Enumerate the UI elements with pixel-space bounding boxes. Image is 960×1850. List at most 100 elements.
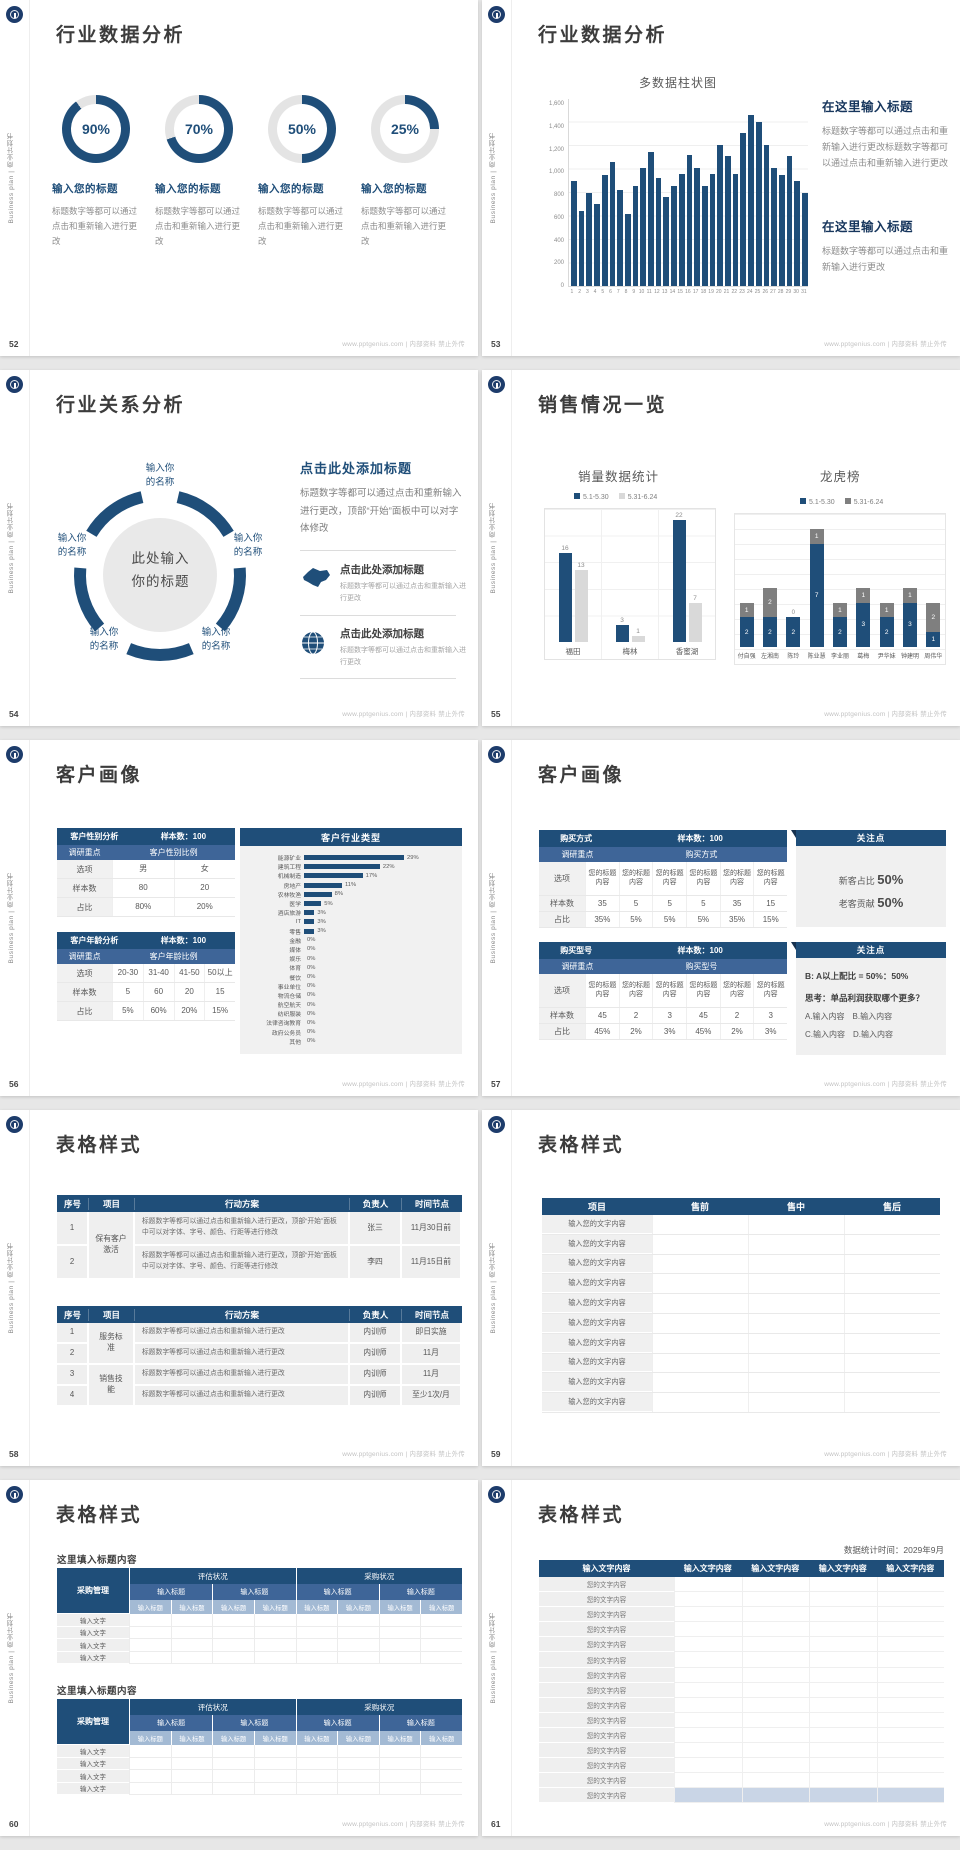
empty-cell [674, 1743, 742, 1759]
cell: 5 [652, 896, 686, 911]
empty-cell [809, 1773, 877, 1789]
pct-cells: 45% 2% 3% 45% 2% 3% [585, 1024, 787, 1039]
slide-58[interactable]: Business plan | 商业计划书 表格样式 序号 项目 行动方案 负责… [0, 1110, 478, 1466]
footer-url: www.pptgenius.com | 内部资料 禁止外传 [824, 1821, 947, 1828]
cell-plan: 标题数字等都可以通过点击和重新输入进行更改，顶部“开始”面板中可以对字体、字号、… [135, 1212, 350, 1246]
gender-analysis-table: 客户性别分析 样本数：100 调研重点 客户性别比例 选项 男 女 样本数 80 2… [57, 828, 235, 917]
table-row: 您的文字内容 [539, 1727, 944, 1744]
brand-emblem-icon [492, 1490, 501, 1499]
x-tick: 24 [746, 289, 753, 295]
category-label: 付自强 [737, 654, 756, 660]
category-label: 钟建明 [900, 654, 919, 660]
callout-item: 点击此处添加标题 标题数字等都可以通过点击和重新输入进行更改 [300, 626, 466, 669]
table-row: 占比 35% 5% 5% 5% 35% 15% [539, 912, 787, 928]
row-label: 样本数 [57, 879, 112, 897]
cell-time: 11月30日前 [402, 1212, 462, 1246]
callout-item: 点击此处添加标题 标题数字等都可以通过点击和重新输入进行更改 [300, 562, 466, 605]
slide-61[interactable]: Business plan | 商业计划书 表格样式 数据统计时间：2029年9… [482, 1480, 960, 1836]
stat-value: 50% [877, 894, 904, 910]
cell: 女 [173, 860, 236, 878]
wheel-center-line1: 此处输入 [131, 551, 190, 566]
row-label: 样本数 [539, 896, 585, 911]
cell-plan: 标题数字等都可以通过点击和重新输入进行更改，顶部“开始”面板中可以对字体、字号、… [135, 1246, 350, 1280]
col-header: 序号 [57, 1197, 89, 1210]
bar-group: 22 7 香蜜湖 [659, 509, 715, 659]
donut-percent: 25% [380, 104, 430, 154]
page-number: 61 [491, 1819, 501, 1829]
sub-header: 输入标题 [129, 1731, 171, 1745]
side-vertical-label: Business plan | 商业计划书 [8, 872, 15, 964]
bar-value-label: 22 [675, 512, 683, 520]
bar-column: 3 [615, 509, 629, 642]
row-label: 输入您的文字内容 [542, 1393, 652, 1412]
table-row: 您的文字内容 [539, 1667, 944, 1683]
category-label: 左湘南 [760, 654, 779, 660]
row-label: 您的文字内容 [539, 1577, 674, 1593]
table-row: 输入您的文字内容 [542, 1393, 940, 1413]
empty-cell [652, 1333, 748, 1353]
table-row: 您的文字内容 [539, 1773, 944, 1789]
x-tick: 29 [785, 289, 792, 295]
cell-no: 1 [57, 1323, 89, 1344]
bar [755, 122, 762, 286]
col-header: 项目 [89, 1197, 135, 1210]
x-tick: 5 [601, 289, 605, 295]
row-label: 您的文字内容 [539, 1788, 674, 1804]
bar-column: 13 [574, 509, 588, 642]
page-number: 57 [491, 1079, 501, 1089]
slide-56[interactable]: Business plan | 商业计划书 客户画像 客户性别分析 样本数：100… [0, 740, 478, 1096]
hbar-row: 机械制造 17% [240, 871, 456, 881]
hbar-value-label: 5% [324, 900, 333, 907]
hbar-value-label: 0% [307, 983, 316, 990]
empty-cell [748, 1373, 844, 1393]
bar [304, 864, 380, 870]
slide-60[interactable]: Business plan | 商业计划书 表格样式 这里填入标题内容 采购管理… [0, 1480, 478, 1836]
side-vertical-label: Business plan | 商业计划书 [490, 132, 497, 224]
sub-header-row: 输入标题 输入标题 输入标题 输入标题 输入标题 输入标题 输入标题 输入标题 [129, 1600, 462, 1614]
row-label: 您的文字内容 [539, 1607, 674, 1623]
hbar-label: 纺织服装 [277, 1012, 301, 1019]
slide-53[interactable]: Business plan | 商业计划书 行业数据分析 多数据柱状图 1,60… [482, 0, 960, 356]
sample-cells: 45 2 3 45 2 3 [585, 1008, 787, 1023]
cell: 45% [686, 1024, 720, 1039]
empty-cell [809, 1682, 877, 1698]
table-header: 序号 项目 行动方案 负责人 时间节点 [57, 1306, 462, 1323]
table-body: 您的文字内容 您的文字内容 您的文字内容 您的文字内 [539, 1577, 944, 1804]
legend-entry: 5.1-5.30 [800, 498, 835, 506]
hbar-row: 法律咨询教育 0% [240, 1018, 456, 1028]
empty-cell [809, 1622, 877, 1638]
page-number: 60 [9, 1819, 19, 1829]
x-tick: 8 [624, 289, 628, 295]
empty-cell [876, 1577, 944, 1593]
cell: 2 [719, 1008, 754, 1023]
sample-size: 样本数：100 [160, 832, 207, 841]
text-block: 在这里输入标题 标题数字等都可以通过点击和重新输入进行更改 [822, 216, 948, 275]
empty-cell [844, 1333, 940, 1353]
empty-cell [876, 1667, 944, 1683]
brand-badge-icon [488, 746, 505, 763]
cell: 您的标题内容 [686, 974, 720, 1007]
blue-segment: 1 [926, 632, 941, 647]
slide-59[interactable]: Business plan | 商业计划书 表格样式 项目 售前 售中 售后 输… [482, 1110, 960, 1466]
slide-55[interactable]: Business plan | 商业计划书 销售情况一览 销量数据统计 5.1-… [482, 370, 960, 726]
slide-52[interactable]: Business plan | 商业计划书 行业数据分析 90% 输入您的标题 … [0, 0, 478, 356]
hbar-row: 航空航天 0% [240, 1000, 456, 1010]
row-label: 您的文字内容 [539, 1773, 674, 1789]
blue-segment: 2 [786, 617, 801, 647]
slide-57[interactable]: Business plan | 商业计划书 客户画像 购买方式 样本数：100 调… [482, 740, 960, 1096]
empty-cell [809, 1788, 877, 1804]
procurement-table-2: 采购管理 输入文字 输入文字 输入文字 输入文字 评估状况 采购状况 输入标题 输入标题输… [57, 1699, 462, 1795]
x-tick: 9 [632, 289, 636, 295]
cell: 2% [719, 1024, 754, 1039]
mid-header: 输入标题 [212, 1584, 296, 1600]
bar-group: 1 2 尹华妹 [875, 514, 898, 664]
sub-header: 输入标题 [420, 1731, 462, 1745]
y-tick: 1,000 [548, 169, 564, 176]
slide-54[interactable]: Business plan | 商业计划书 行业关系分析 此处输入 你的标题 输… [0, 370, 478, 726]
table-name: 客户年龄分析 [70, 936, 119, 945]
sub-header: 输入标题 [295, 1731, 338, 1745]
empty-cell [876, 1788, 944, 1804]
